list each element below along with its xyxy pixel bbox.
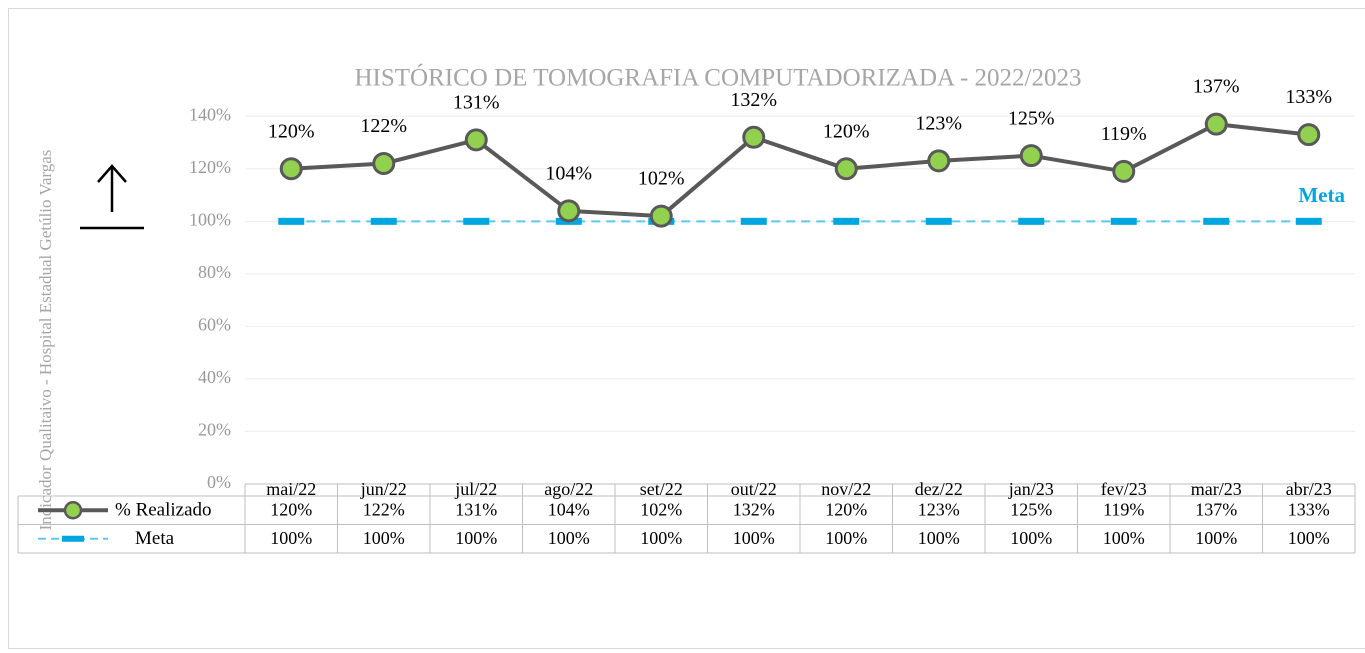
y-tick-label: 140% bbox=[189, 104, 231, 124]
meta-marker bbox=[278, 217, 305, 225]
data-label: 131% bbox=[453, 92, 500, 114]
data-label: 125% bbox=[1008, 107, 1055, 129]
data-label: 104% bbox=[545, 162, 592, 184]
realizado-marker bbox=[649, 204, 673, 228]
realizado-marker bbox=[927, 149, 951, 173]
meta-marker bbox=[1295, 217, 1322, 225]
x-tick-label: abr/23 bbox=[1286, 479, 1332, 499]
x-tick-label: set/22 bbox=[640, 479, 683, 499]
table-cell: 100% bbox=[1195, 528, 1237, 548]
table-cell: 104% bbox=[548, 499, 590, 519]
realizado-marker bbox=[1297, 123, 1321, 147]
data-label: 120% bbox=[268, 120, 315, 142]
y-tick-label: 20% bbox=[198, 420, 231, 440]
y-tick-label: 40% bbox=[198, 367, 231, 387]
data-label: 119% bbox=[1101, 123, 1147, 145]
table-cell: 125% bbox=[1010, 499, 1052, 519]
data-label: 122% bbox=[360, 115, 407, 137]
table-cell: 100% bbox=[640, 528, 682, 548]
data-label: 133% bbox=[1285, 86, 1332, 108]
meta-annotation: Meta bbox=[1298, 183, 1345, 207]
y-tick-label: 120% bbox=[189, 157, 231, 177]
table-cell: 100% bbox=[270, 528, 312, 548]
meta-marker bbox=[833, 217, 860, 225]
meta-marker bbox=[925, 217, 952, 225]
meta-marker bbox=[1110, 217, 1137, 225]
table-cell: 102% bbox=[640, 499, 682, 519]
legend-marker bbox=[62, 535, 84, 542]
chart-border bbox=[8, 8, 1365, 649]
table-cell: 123% bbox=[918, 499, 960, 519]
table-cell: 131% bbox=[455, 499, 497, 519]
y-tick-label: 60% bbox=[198, 315, 231, 335]
table-cell: 100% bbox=[825, 528, 867, 548]
realizado-marker bbox=[1204, 112, 1228, 136]
data-label: 102% bbox=[638, 168, 685, 190]
y-tick-label: 100% bbox=[189, 209, 231, 229]
table-cell: 120% bbox=[825, 499, 867, 519]
table-cell: 100% bbox=[918, 528, 960, 548]
realizado-marker bbox=[557, 199, 581, 223]
table-cell: 100% bbox=[1010, 528, 1052, 548]
realizado-marker bbox=[372, 152, 396, 176]
realizado-marker bbox=[279, 157, 303, 181]
realizado-marker bbox=[1112, 159, 1136, 183]
table-cell: 132% bbox=[733, 499, 775, 519]
x-tick-label: fev/23 bbox=[1101, 479, 1147, 499]
x-tick-label: jun/22 bbox=[360, 479, 407, 499]
legend-label: Meta bbox=[135, 528, 175, 549]
chart-title: HISTÓRICO DE TOMOGRAFIA COMPUTADORIZADA … bbox=[355, 64, 1082, 92]
meta-marker bbox=[1203, 217, 1230, 225]
meta-marker bbox=[370, 217, 397, 225]
meta-marker bbox=[463, 217, 490, 225]
x-tick-label: jan/23 bbox=[1008, 479, 1054, 499]
table-cell: 100% bbox=[548, 528, 590, 548]
y-tick-label: 80% bbox=[198, 262, 231, 282]
y-axis-label: Indicador Qualitaivo - Hospital Estadual… bbox=[36, 150, 55, 531]
up-arrow-icon bbox=[80, 164, 144, 230]
table-cell: 119% bbox=[1103, 499, 1144, 519]
table-cell: 137% bbox=[1195, 499, 1237, 519]
table-cell: 100% bbox=[363, 528, 405, 548]
table-cell: 100% bbox=[455, 528, 497, 548]
data-label: 132% bbox=[730, 89, 777, 111]
realizado-marker bbox=[1019, 144, 1043, 168]
meta-marker bbox=[1018, 217, 1045, 225]
x-tick-label: jul/22 bbox=[454, 479, 497, 499]
data-label: 120% bbox=[823, 120, 870, 142]
table-cell: 100% bbox=[1288, 528, 1330, 548]
realizado-line bbox=[291, 122, 1309, 219]
legend-marker bbox=[63, 501, 83, 520]
realizado-marker bbox=[742, 125, 766, 149]
table-cell: 133% bbox=[1288, 499, 1330, 519]
data-label: 123% bbox=[915, 113, 962, 135]
x-tick-label: nov/22 bbox=[821, 479, 871, 499]
table-cell: 100% bbox=[1103, 528, 1145, 548]
data-label: 137% bbox=[1193, 76, 1240, 98]
realizado-marker bbox=[464, 128, 488, 152]
x-tick-label: dez/22 bbox=[915, 479, 963, 499]
table-cell: 100% bbox=[733, 528, 775, 548]
y-tick-label: 0% bbox=[207, 472, 231, 492]
table-cell: 122% bbox=[363, 499, 405, 519]
x-tick-label: mai/22 bbox=[266, 479, 316, 499]
table-cell: 120% bbox=[270, 499, 312, 519]
legend-label: % Realizado bbox=[115, 500, 212, 521]
meta-marker bbox=[740, 217, 767, 225]
realizado-marker bbox=[834, 157, 858, 181]
x-tick-label: mar/23 bbox=[1191, 479, 1242, 499]
x-tick-label: ago/22 bbox=[544, 479, 593, 499]
x-tick-label: out/22 bbox=[731, 479, 777, 499]
